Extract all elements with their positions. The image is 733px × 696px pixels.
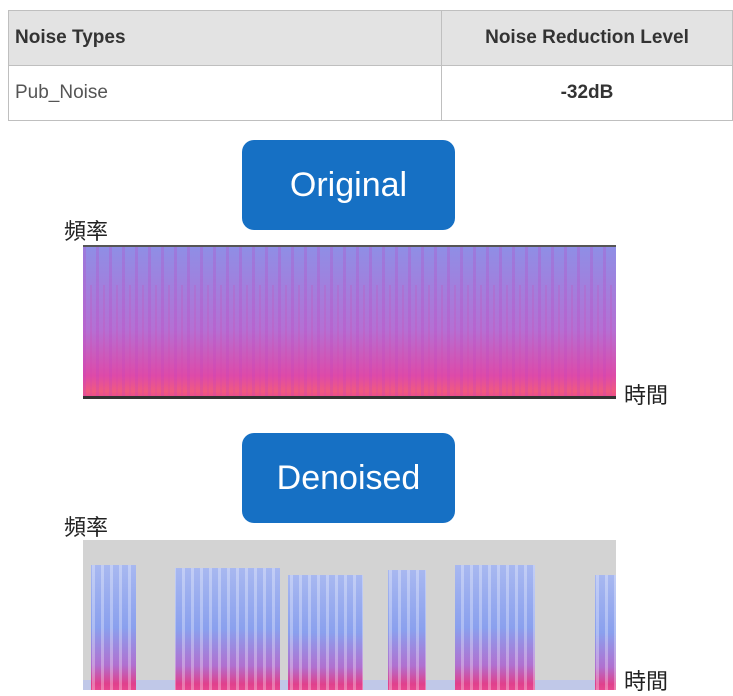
page: {"table": {"headers": ["Noise Types", "N… bbox=[0, 0, 733, 694]
x-axis-label: 時間 bbox=[624, 378, 668, 410]
data-row: Pub_Noise -32dB bbox=[9, 66, 733, 121]
denoised-button[interactable]: Denoised bbox=[242, 433, 455, 523]
spectrogram-original bbox=[83, 245, 616, 399]
header-cell: Noise Reduction Level bbox=[442, 11, 733, 66]
cell: -32dB bbox=[442, 66, 733, 121]
cell: Pub_Noise bbox=[9, 66, 442, 121]
header-row: Noise Types Noise Reduction Level bbox=[9, 11, 733, 66]
header-cell: Noise Types bbox=[9, 11, 442, 66]
y-axis-label: 頻率 bbox=[64, 214, 108, 246]
y-axis-label: 頻率 bbox=[64, 510, 108, 542]
noise-table: Noise Types Noise Reduction Level Pub_No… bbox=[8, 10, 733, 121]
spectrogram-denoised bbox=[83, 540, 616, 690]
original-button[interactable]: Original bbox=[242, 140, 455, 230]
x-axis-label: 時間 bbox=[624, 664, 668, 696]
